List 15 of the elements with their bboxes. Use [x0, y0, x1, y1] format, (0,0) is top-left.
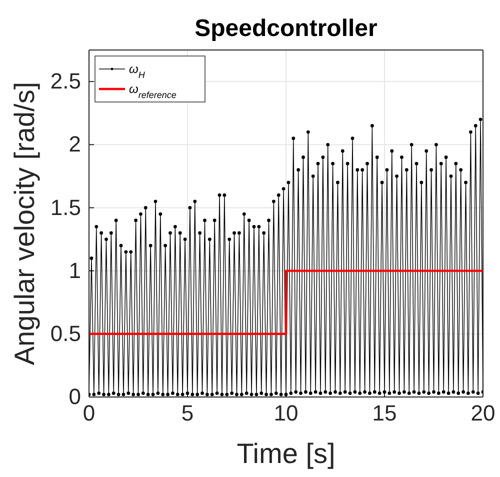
- y-tick-label: 0.5: [50, 320, 81, 346]
- legend-label: ω$_{reference}$: [129, 82, 176, 100]
- x-tick-label: 10: [274, 400, 298, 426]
- x-axis-title: Time [s]: [236, 438, 336, 469]
- y-axis-title: Angular velocity [rad/s]: [9, 82, 40, 366]
- y-tick-label: 2: [68, 132, 81, 157]
- x-tick-label: 5: [181, 400, 194, 426]
- x-tick-label: 20: [470, 400, 496, 426]
- x-tick-label: 15: [372, 400, 397, 426]
- y-tick-label: 2.5: [50, 68, 81, 94]
- y-tick-label: 1.5: [50, 194, 81, 220]
- y-tick-label: 1: [68, 258, 81, 283]
- y-tick-label: 0: [68, 384, 81, 410]
- chart-title: Speedcontroller: [194, 15, 378, 42]
- legend-label: ω$_{H}$: [129, 62, 146, 80]
